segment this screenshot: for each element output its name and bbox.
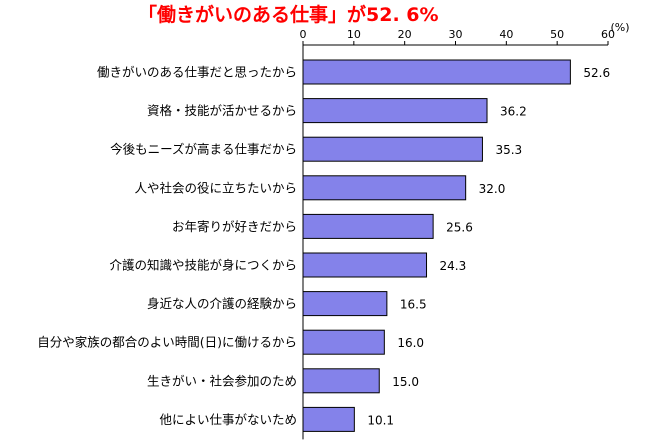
value-label: 16.0 <box>397 336 424 350</box>
value-label: 35.3 <box>495 143 522 157</box>
value-label: 25.6 <box>446 220 473 234</box>
value-label: 32.0 <box>479 182 506 196</box>
category-label: 人や社会の役に立ちたいから <box>134 180 297 195</box>
value-label: 24.3 <box>440 259 467 273</box>
bar <box>302 291 388 317</box>
x-tick-label: 30 <box>449 28 463 41</box>
bar <box>302 136 483 162</box>
bar <box>302 213 434 239</box>
category-label: 身近な人の介護の経験から <box>147 296 297 311</box>
x-tick-label: 20 <box>398 28 412 41</box>
value-label: 52.6 <box>583 66 610 80</box>
x-tick-label: 60 <box>601 28 615 41</box>
chart-title: 「働きがいのある仕事」が52. 6% <box>138 3 439 26</box>
category-label: 介護の知識や技能が身につくから <box>109 258 297 273</box>
value-label: 16.5 <box>400 298 427 312</box>
bar <box>302 59 571 85</box>
value-label: 15.0 <box>392 375 419 389</box>
x-tick-label: 50 <box>550 28 564 41</box>
value-label: 36.2 <box>500 105 527 119</box>
bar <box>302 175 467 201</box>
bar <box>302 368 380 394</box>
category-label: 自分や家族の都合のよい時間(日)に働けるから <box>37 335 297 350</box>
value-labels: 52.6 36.2 35.3 32.0 25.6 24.3 16.5 16.0 15.0 10.1 <box>367 66 610 427</box>
value-label: 10.1 <box>367 413 394 427</box>
bar <box>302 252 428 278</box>
category-label: 生きがい・社会参加のため <box>147 373 297 388</box>
x-tick-label: 40 <box>499 28 513 41</box>
category-label: 今後もニーズが高まる仕事だから <box>110 142 297 157</box>
category-label: 働きがいのある仕事だと思ったから <box>97 65 297 80</box>
x-tick-label: 10 <box>347 28 361 41</box>
category-label: お年寄りが好きだから <box>172 219 297 234</box>
bar <box>302 329 385 355</box>
unit-label: (%) <box>610 21 629 34</box>
bar <box>302 98 488 124</box>
x-axis-ticks: 0 10 20 30 40 50 60 <box>300 28 615 45</box>
category-label: 他によい仕事がないため <box>159 412 297 427</box>
bar <box>302 406 355 432</box>
category-label: 資格・技能が活かせるから <box>147 103 297 118</box>
category-labels: 働きがいのある仕事だと思ったから資格・技能が活かせるから今後もニーズが高まる仕事… <box>37 65 297 427</box>
x-tick-label: 0 <box>300 28 307 41</box>
bars-group <box>302 59 571 432</box>
